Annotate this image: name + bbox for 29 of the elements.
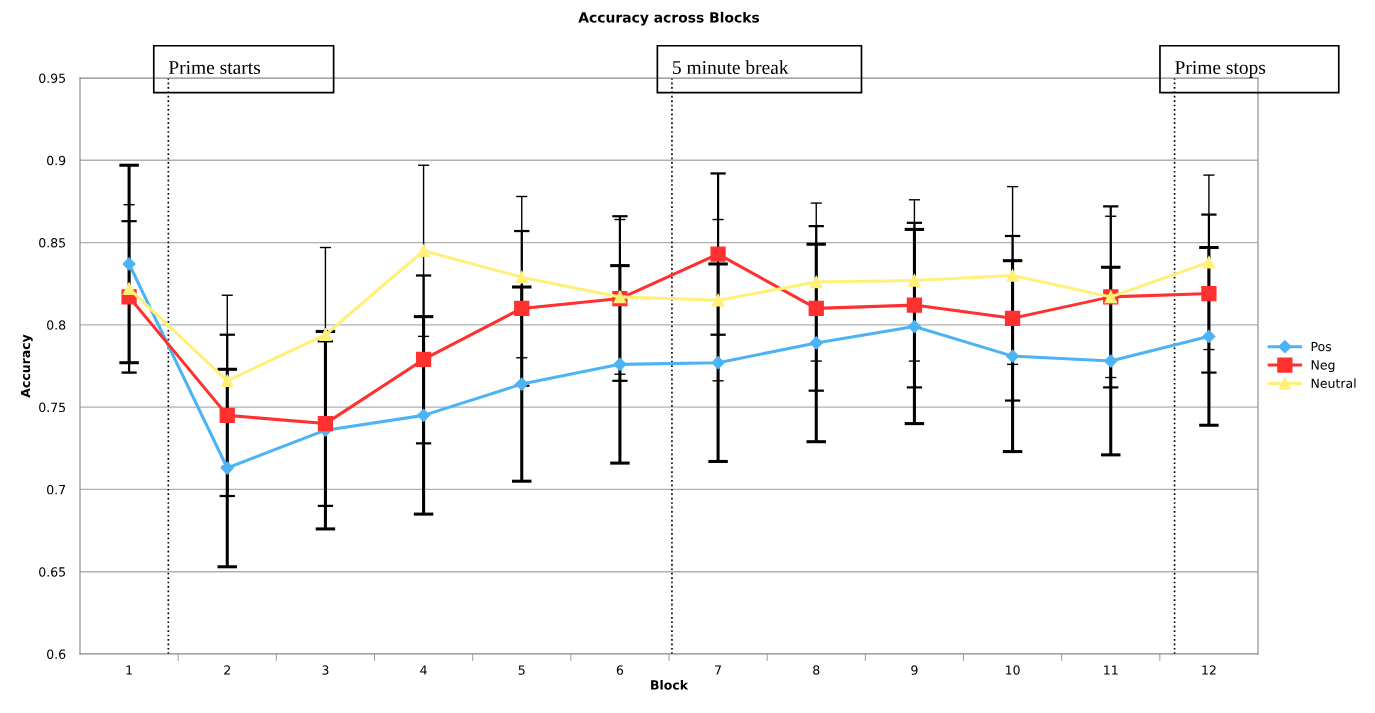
legend-label: Neutral	[1311, 378, 1356, 388]
x-tick-label: 5	[518, 665, 525, 675]
x-tick-label: 3	[322, 665, 329, 675]
y-tick-label: 0.7	[47, 484, 66, 495]
x-tick-label: 6	[616, 665, 624, 675]
y-tick-label: 0.85	[39, 238, 66, 248]
x-tick-label: 11	[1104, 665, 1118, 675]
y-axis-title: Accuracy	[20, 334, 33, 398]
chart-title: Accuracy across Blocks	[578, 11, 760, 26]
x-tick-label: 4	[420, 665, 427, 675]
y-tick-label: 0.8	[47, 320, 66, 330]
ref-line-label: Prime stops	[1175, 60, 1266, 78]
y-tick-label: 0.75	[39, 402, 66, 413]
legend-label: Neg	[1311, 360, 1335, 373]
x-tick-label: 7	[715, 665, 721, 675]
x-tick-label: 8	[813, 665, 820, 675]
x-tick-label: 1	[126, 665, 132, 675]
ref-line-label: 5 minute break	[673, 60, 789, 75]
y-tick-label: 0.65	[39, 567, 66, 577]
x-tick-label: 2	[224, 665, 230, 675]
legend-label: Pos	[1311, 341, 1332, 352]
x-tick-label: 12	[1202, 665, 1216, 675]
y-tick-label: 0.95	[39, 73, 66, 83]
x-axis-title: Block	[651, 679, 689, 690]
x-tick-label: 9	[911, 665, 918, 675]
x-tick-label: 10	[1006, 665, 1020, 675]
y-tick-label: 0.6	[47, 649, 66, 659]
ref-line-label: Prime starts	[168, 60, 260, 75]
y-tick-label: 0.9	[47, 155, 66, 166]
